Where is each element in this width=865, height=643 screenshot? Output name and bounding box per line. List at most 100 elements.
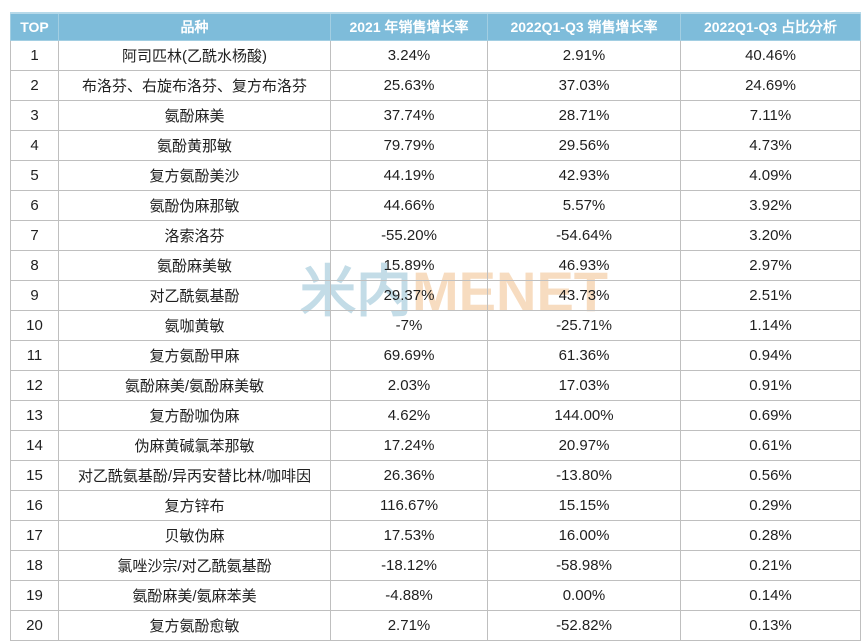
share-cell: 24.69% [680,70,861,101]
growth-2022-cell: -58.98% [487,550,681,581]
table-row: 15 对乙酰氨基酚/异丙安替比林/咖啡因 26.36% -13.80% 0.56% [10,460,861,491]
product-cell: 对乙酰氨基酚/异丙安替比林/咖啡因 [58,460,331,491]
growth-2021-cell: -55.20% [330,220,488,251]
growth-2022-cell: 28.71% [487,100,681,131]
growth-2022-cell: 37.03% [487,70,681,101]
header-row: TOP 品种 2021 年销售增长率 2022Q1-Q3 销售增长率 2022Q… [10,12,861,41]
product-cell: 对乙酰氨基酚 [58,280,331,311]
growth-2021-cell: 3.24% [330,40,488,71]
share-cell: 1.14% [680,310,861,341]
growth-2022-cell: 42.93% [487,160,681,191]
table-row: 3 氨酚麻美 37.74% 28.71% 7.11% [10,100,861,131]
share-cell: 0.56% [680,460,861,491]
growth-2021-cell: 17.53% [330,520,488,551]
share-cell: 4.73% [680,130,861,161]
product-cell: 氨酚麻美/氨酚麻美敏 [58,370,331,401]
header-growth-2022: 2022Q1-Q3 销售增长率 [487,12,681,41]
rank-cell: 6 [10,190,59,221]
rank-cell: 17 [10,520,59,551]
rank-cell: 20 [10,610,59,641]
rank-cell: 8 [10,250,59,281]
share-cell: 0.21% [680,550,861,581]
share-cell: 0.69% [680,400,861,431]
rank-cell: 14 [10,430,59,461]
growth-2021-cell: 15.89% [330,250,488,281]
product-cell: 洛索洛芬 [58,220,331,251]
share-cell: 0.61% [680,430,861,461]
table-row: 14 伪麻黄碱氯苯那敏 17.24% 20.97% 0.61% [10,430,861,461]
growth-2022-cell: -52.82% [487,610,681,641]
table-row: 5 复方氨酚美沙 44.19% 42.93% 4.09% [10,160,861,191]
share-cell: 3.20% [680,220,861,251]
table-body: 1 阿司匹林(乙酰水杨酸) 3.24% 2.91% 40.46% 2 布洛芬、右旋布洛芬、复… [10,40,861,641]
rank-cell: 1 [10,40,59,71]
table-header: TOP 品种 2021 年销售增长率 2022Q1-Q3 销售增长率 2022Q… [10,12,861,41]
header-product: 品种 [58,12,331,41]
growth-2021-cell: 44.66% [330,190,488,221]
table-row: 10 氨咖黄敏 -7% -25.71% 1.14% [10,310,861,341]
growth-2022-cell: 15.15% [487,490,681,521]
rank-cell: 15 [10,460,59,491]
product-cell: 氨酚麻美敏 [58,250,331,281]
table-row: 11 复方氨酚甲麻 69.69% 61.36% 0.94% [10,340,861,371]
growth-2022-cell: -54.64% [487,220,681,251]
table-row: 18 氯唑沙宗/对乙酰氨基酚 -18.12% -58.98% 0.21% [10,550,861,581]
share-cell: 2.51% [680,280,861,311]
rank-cell: 3 [10,100,59,131]
table-row: 2 布洛芬、右旋布洛芬、复方布洛芬 25.63% 37.03% 24.69% [10,70,861,101]
product-cell: 氨酚伪麻那敏 [58,190,331,221]
rank-cell: 5 [10,160,59,191]
header-growth-2021: 2021 年销售增长率 [330,12,488,41]
share-cell: 3.92% [680,190,861,221]
table-row: 13 复方酚咖伪麻 4.62% 144.00% 0.69% [10,400,861,431]
table-row: 8 氨酚麻美敏 15.89% 46.93% 2.97% [10,250,861,281]
share-cell: 7.11% [680,100,861,131]
rank-cell: 16 [10,490,59,521]
growth-2022-cell: 0.00% [487,580,681,611]
rank-cell: 9 [10,280,59,311]
table-row: 7 洛索洛芬 -55.20% -54.64% 3.20% [10,220,861,251]
growth-2021-cell: 116.67% [330,490,488,521]
growth-2022-cell: 61.36% [487,340,681,371]
share-cell: 0.91% [680,370,861,401]
product-cell: 贝敏伪麻 [58,520,331,551]
growth-2022-cell: 16.00% [487,520,681,551]
product-cell: 伪麻黄碱氯苯那敏 [58,430,331,461]
table-row: 12 氨酚麻美/氨酚麻美敏 2.03% 17.03% 0.91% [10,370,861,401]
rank-cell: 7 [10,220,59,251]
rank-cell: 11 [10,340,59,371]
table-row: 20 复方氨酚愈敏 2.71% -52.82% 0.13% [10,610,861,641]
growth-2021-cell: 44.19% [330,160,488,191]
growth-2021-cell: 26.36% [330,460,488,491]
growth-2022-cell: 43.73% [487,280,681,311]
growth-2022-cell: 46.93% [487,250,681,281]
growth-2022-cell: 5.57% [487,190,681,221]
share-cell: 2.97% [680,250,861,281]
header-top: TOP [10,12,59,41]
drug-sales-table: TOP 品种 2021 年销售增长率 2022Q1-Q3 销售增长率 2022Q… [10,12,861,641]
growth-2022-cell: -13.80% [487,460,681,491]
table-row: 19 氨酚麻美/氨麻苯美 -4.88% 0.00% 0.14% [10,580,861,611]
header-share-2022: 2022Q1-Q3 占比分析 [680,12,861,41]
product-cell: 复方酚咖伪麻 [58,400,331,431]
growth-2021-cell: -4.88% [330,580,488,611]
rank-cell: 4 [10,130,59,161]
growth-2021-cell: 29.37% [330,280,488,311]
table-row: 4 氨酚黄那敏 79.79% 29.56% 4.73% [10,130,861,161]
rank-cell: 18 [10,550,59,581]
table-row: 16 复方锌布 116.67% 15.15% 0.29% [10,490,861,521]
rank-cell: 19 [10,580,59,611]
growth-2021-cell: 69.69% [330,340,488,371]
growth-2022-cell: 144.00% [487,400,681,431]
growth-2022-cell: 20.97% [487,430,681,461]
rank-cell: 13 [10,400,59,431]
product-cell: 氯唑沙宗/对乙酰氨基酚 [58,550,331,581]
rank-cell: 2 [10,70,59,101]
product-cell: 氨酚麻美/氨麻苯美 [58,580,331,611]
share-cell: 0.94% [680,340,861,371]
product-cell: 氨酚麻美 [58,100,331,131]
growth-2022-cell: 2.91% [487,40,681,71]
share-cell: 0.29% [680,490,861,521]
growth-2022-cell: 17.03% [487,370,681,401]
